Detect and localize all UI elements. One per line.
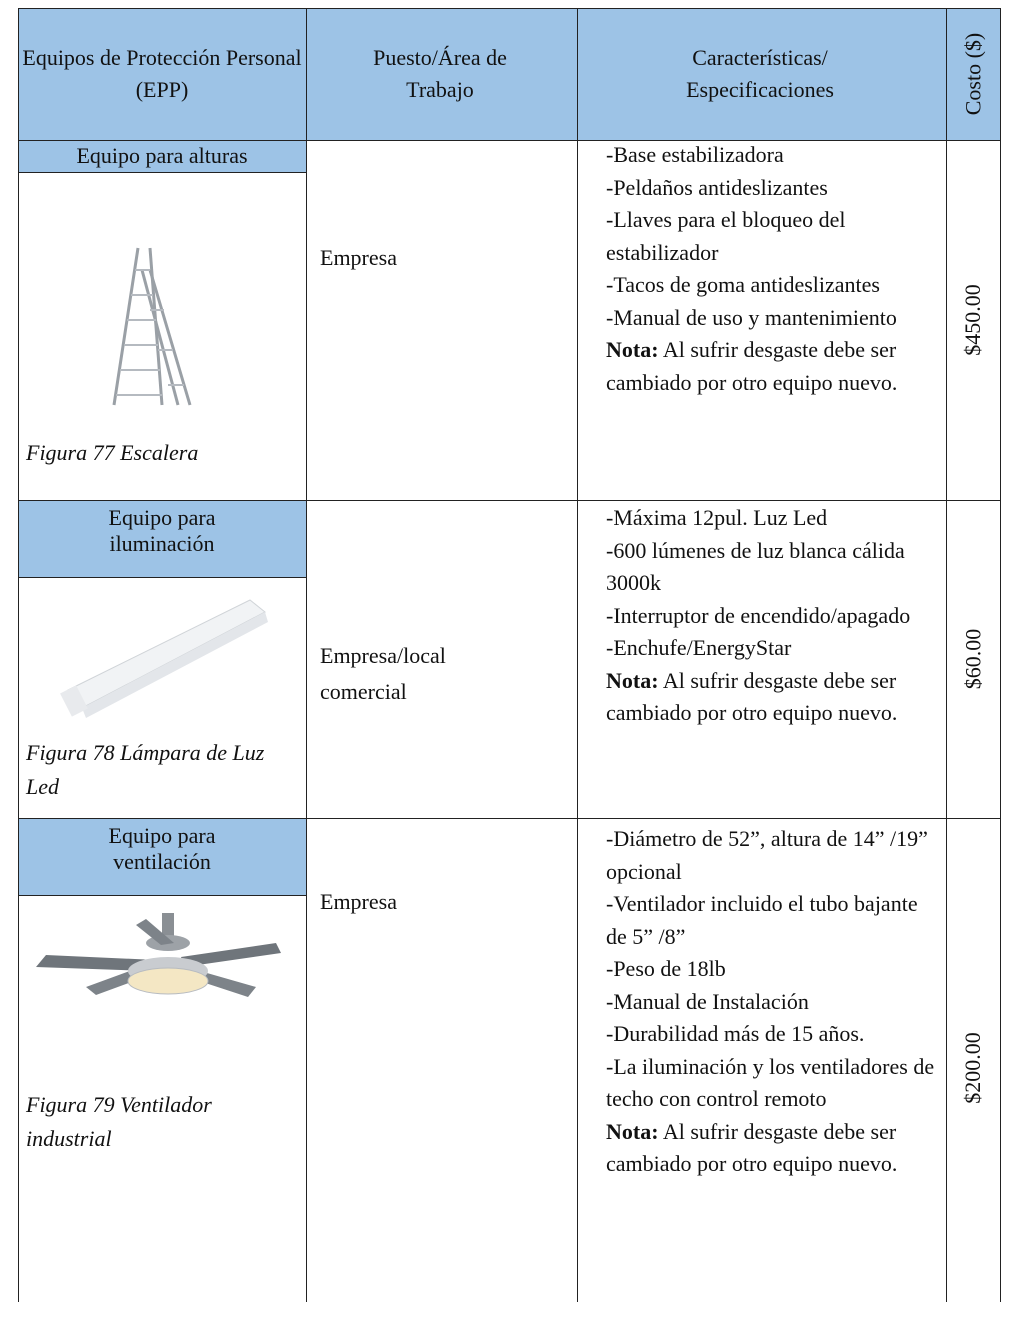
border <box>1000 8 1001 1302</box>
note: Nota: Al sufrir desgaste debe ser cambia… <box>606 1116 942 1181</box>
lamp-image <box>60 599 268 718</box>
spec-item: -Tacos de goma antideslizantes <box>606 272 880 297</box>
note-text: Al sufrir desgaste debe ser cambiado por… <box>606 667 898 726</box>
specifications: -Base estabilizadora -Peldaños antidesliz… <box>606 139 942 399</box>
figure-caption: Figura 79 Ventilador industrial <box>26 1092 212 1151</box>
border <box>18 500 1000 501</box>
spec-item: -Enchufe/EnergyStar <box>606 635 792 660</box>
border <box>18 577 306 578</box>
cost: $60.00 <box>960 628 985 690</box>
note: Nota: Al sufrir desgaste debe ser cambia… <box>606 334 942 399</box>
border <box>18 140 1000 141</box>
category-label: Equipo para alturas <box>18 140 306 172</box>
border <box>577 8 578 1302</box>
spec-item: -Peso de 18lb <box>606 956 726 981</box>
border <box>946 8 947 1302</box>
note: Nota: Al sufrir desgaste debe ser cambia… <box>606 665 942 730</box>
border <box>18 895 306 896</box>
note-text: Al sufrir desgaste debe ser cambiado por… <box>606 337 898 395</box>
spec-item: -Diámetro de 52”, altura de 14” /19” opc… <box>606 826 928 884</box>
note-label: Nota: <box>606 667 659 693</box>
border <box>18 818 1000 819</box>
spec-item: -Máxima 12pul. Luz Led <box>606 505 828 530</box>
work-area: Empresa <box>320 245 397 270</box>
cost: $200.00 <box>960 1032 985 1104</box>
note-label: Nota: <box>606 337 659 362</box>
cost-cell: $200.00 <box>946 818 1000 1318</box>
border <box>18 8 19 1302</box>
fan-image <box>36 913 281 997</box>
spec-item: -Base estabilizadora <box>606 142 784 167</box>
header-cell: Equipos de Protección Personal (EPP) <box>22 45 302 102</box>
spec-item: -Manual de Instalación <box>606 988 809 1014</box>
header-cell: Características/ Especificaciones <box>686 45 834 102</box>
spec-item: -Interruptor de encendido/apagado <box>606 602 911 628</box>
header-cell: Puesto/Área de Trabajo <box>373 45 507 102</box>
cost-cell: $60.00 <box>946 500 1000 818</box>
category-label: Equipo para ventilación <box>18 819 306 895</box>
note-text: Al sufrir desgaste debe ser cambiado por… <box>606 1118 898 1177</box>
specifications: -Diámetro de 52”, altura de 14” /19” opc… <box>606 823 942 1181</box>
spec-item: -Peldaños antideslizantes <box>606 174 828 200</box>
work-area: Empresa <box>320 889 397 914</box>
border <box>306 8 307 1302</box>
header-text: Costo ($) <box>960 32 985 116</box>
note-label: Nota: <box>606 1118 659 1144</box>
figure-caption: Figura 78 Lámpara de Luz Led <box>26 740 265 799</box>
spec-item: -Durabilidad más de 15 años. <box>606 1021 865 1046</box>
spec-item: -Ventilador incluido el tubo bajante de … <box>606 891 918 949</box>
category-label: Equipo para iluminación <box>18 501 306 577</box>
figure-caption: Figura 77 Escalera <box>26 440 199 465</box>
ladder-image <box>112 247 192 406</box>
spec-item: -Llaves para el bloqueo del estabilizado… <box>606 207 846 265</box>
border <box>18 172 306 173</box>
cost-cell: $450.00 <box>946 140 1000 500</box>
border <box>18 8 1000 9</box>
work-area: Empresa/local comercial <box>320 643 446 704</box>
spec-item: -600 lúmenes de luz blanca cálida 3000k <box>606 537 905 596</box>
header-cell: Costo ($) <box>946 8 1000 140</box>
spec-item: -La iluminación y los ventiladores de te… <box>606 1053 935 1112</box>
cost: $450.00 <box>960 284 985 356</box>
specifications: -Máxima 12pul. Luz Led -600 lúmenes de lu… <box>606 502 942 730</box>
header-row <box>18 8 1000 140</box>
spec-item: -Manual de uso y mantenimiento <box>606 304 897 330</box>
